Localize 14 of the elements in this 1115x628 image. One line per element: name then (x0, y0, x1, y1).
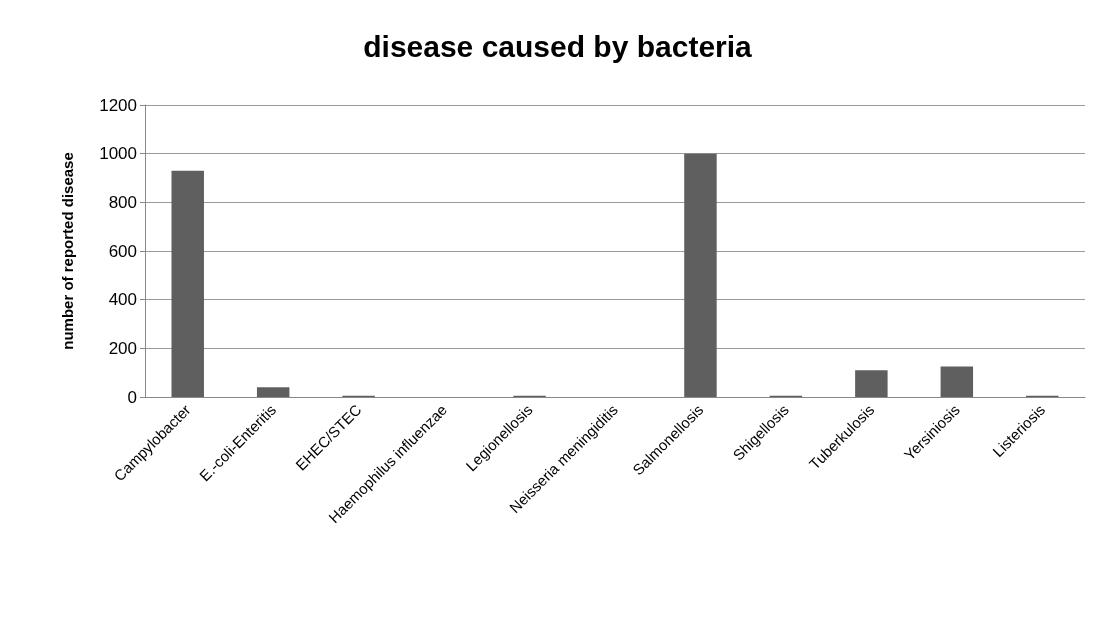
chart-title: disease caused by bacteria (363, 29, 753, 63)
y-tick-label: 400 (108, 290, 137, 310)
bar (684, 153, 717, 397)
y-tick-label: 0 (127, 387, 137, 407)
y-tick-label: 1200 (99, 95, 137, 115)
y-tick-label: 600 (108, 241, 137, 261)
y-axis-title: number of reported disease (59, 152, 76, 350)
y-tick-label: 800 (108, 192, 137, 212)
y-tick-label: 200 (108, 338, 137, 358)
bar (855, 370, 888, 397)
bar (256, 387, 290, 397)
bar (171, 170, 204, 397)
y-tick-label: 1000 (99, 144, 137, 164)
bar (940, 366, 974, 397)
